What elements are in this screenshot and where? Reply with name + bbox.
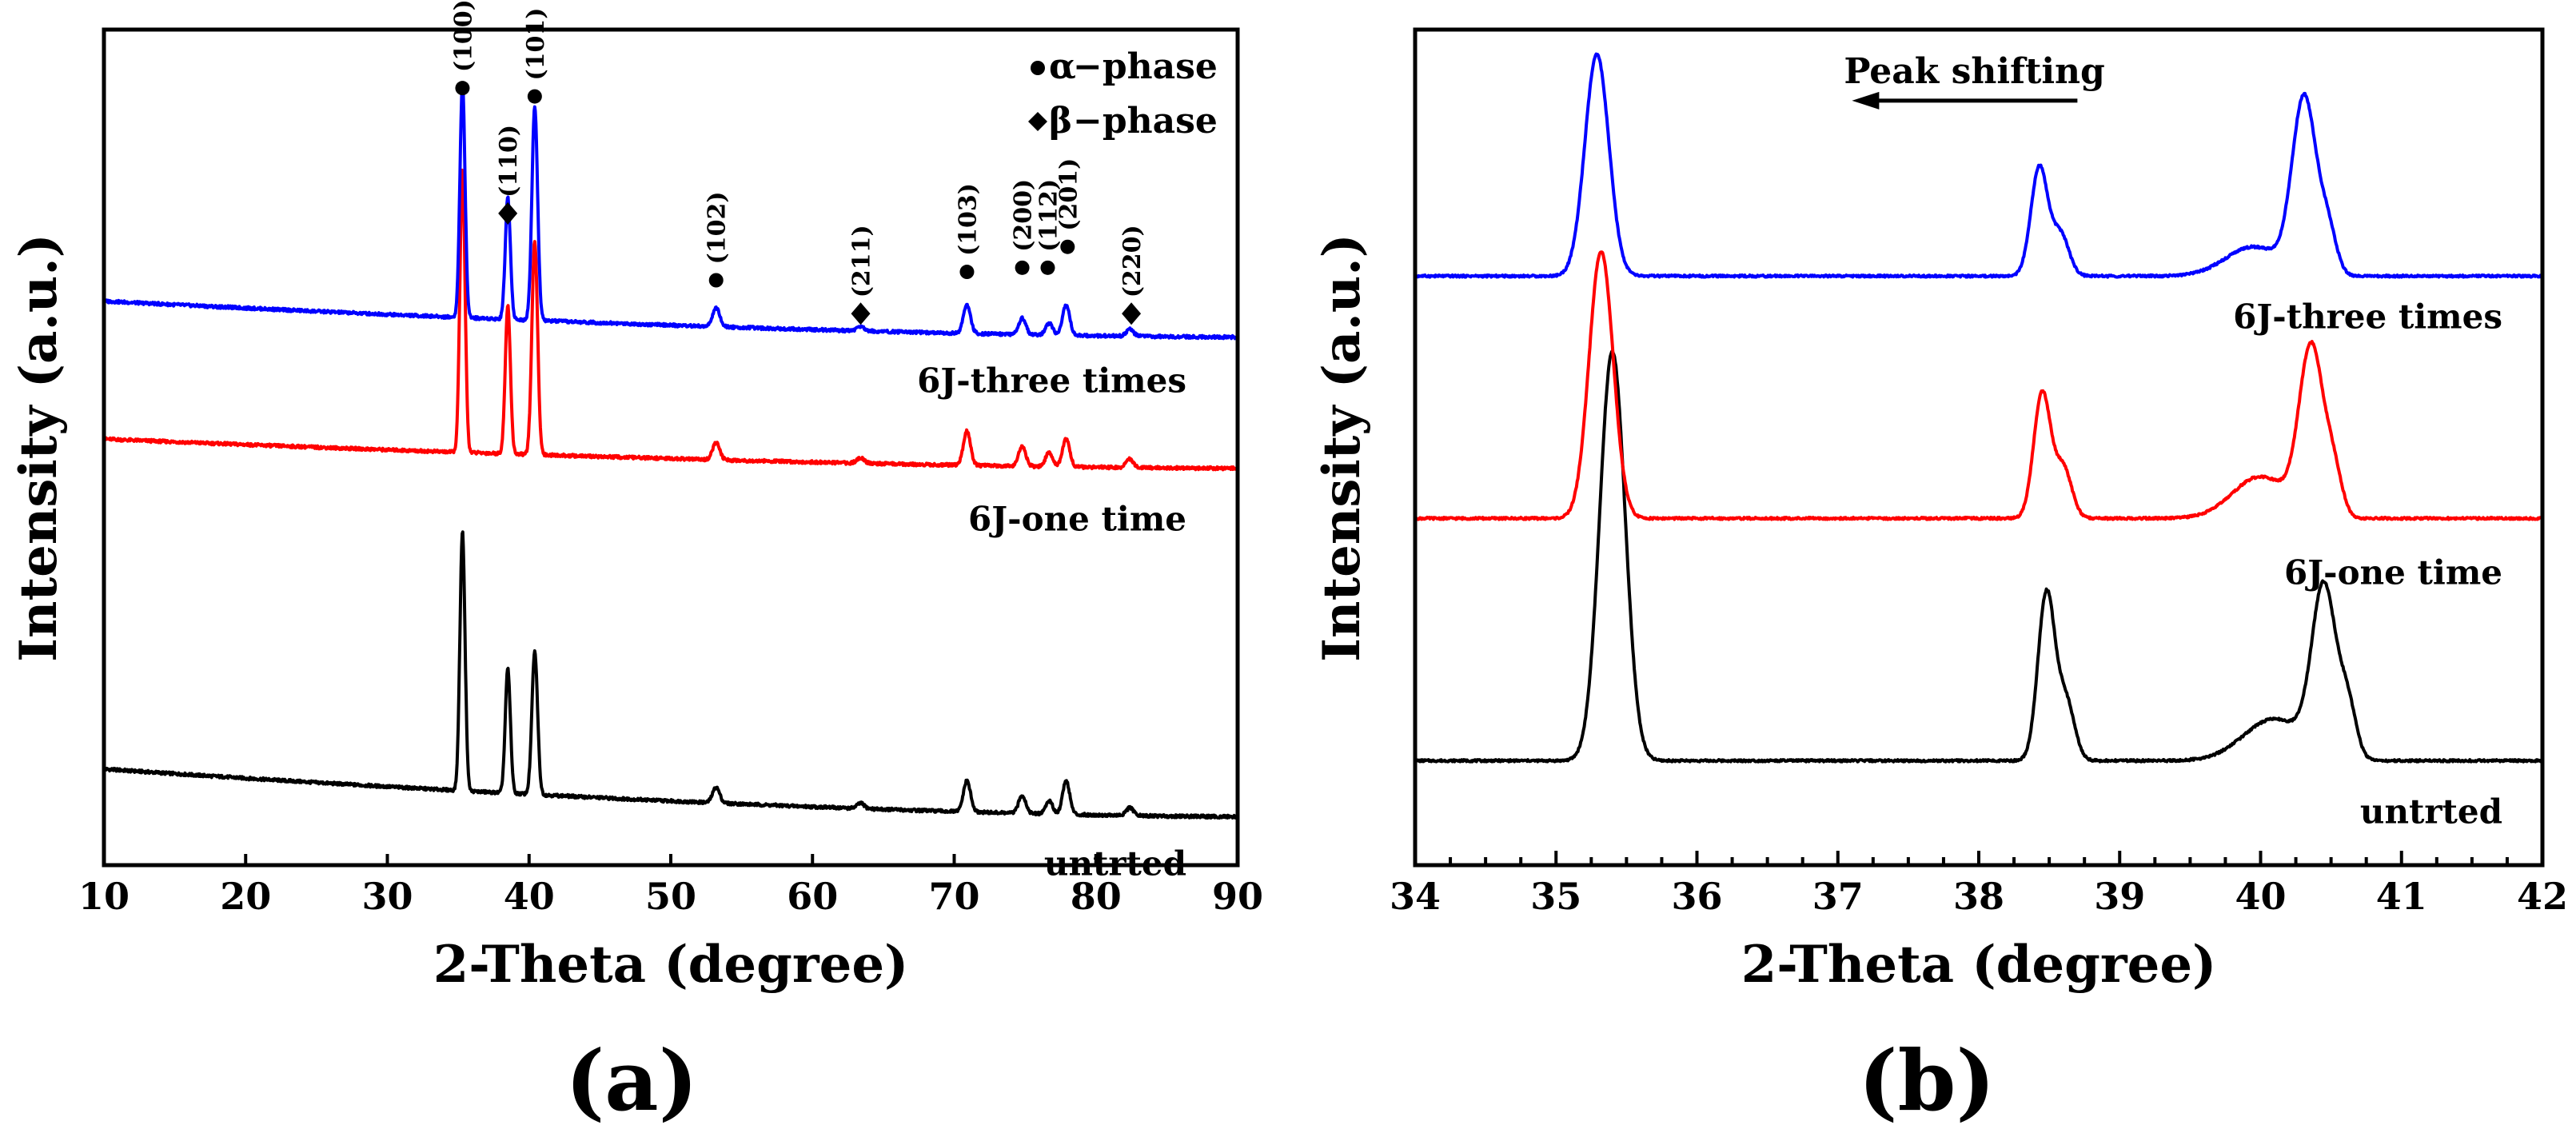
panel-a-series-6j-three-times	[102, 82, 1238, 341]
alpha-phase-marker	[455, 81, 470, 96]
plane-label-103: (103)	[954, 183, 982, 256]
alpha-phase-legend-symbol: α	[1049, 46, 1076, 87]
panel-b-x-tick-label: 42	[2517, 875, 2568, 918]
panel-a-x-tick-label: 10	[78, 875, 130, 918]
panel-b: 34 35 36 37 38 39 40 41 42 6J-three times 6J-one …	[1312, 27, 2568, 1130]
panel-a-series-untrted	[102, 530, 1238, 820]
panel-a-x-ticks: 10 20 30 40 50 60 70 80 90	[78, 854, 1263, 918]
panel-b-x-ticks: 34 35 36 37 38 39 40 41 42	[1390, 851, 2568, 918]
panel-b-x-tick-label: 36	[1671, 875, 1722, 918]
panel-a-x-tick-label: 30	[361, 875, 413, 918]
plane-label-220: (220)	[1119, 225, 1146, 297]
panel-a-x-tick-label: 20	[220, 875, 271, 918]
alpha-phase-marker	[1040, 260, 1055, 275]
panel-b-series-untrted	[1414, 349, 2544, 764]
panel-a-x-tick-label: 40	[504, 875, 555, 918]
panel-b-x-tick-label: 41	[2376, 875, 2427, 918]
panel-b-series-6j-one-time	[1414, 250, 2544, 521]
panel-b-series-6j-three-times	[1414, 52, 2544, 279]
panel-a-series-6j-one-time	[102, 168, 1239, 472]
panel-b-x-tick-label: 38	[1953, 875, 2004, 918]
beta-phase-marker	[1028, 112, 1047, 131]
panel-b-x-tick-label: 34	[1390, 875, 1441, 918]
panel-a-plot-frame	[102, 27, 1240, 868]
panel-a-label: (a)	[565, 1031, 698, 1130]
panel-b-y-axis-title: Intensity (a.u.)	[1312, 233, 1372, 662]
beta-phase-marker	[1122, 302, 1142, 325]
panel-b-x-tick-label: 35	[1530, 875, 1581, 918]
peak-shift-arrow-head	[1852, 91, 1880, 110]
panel-a-x-tick-label: 70	[928, 875, 979, 918]
panel-b-label: (b)	[1858, 1031, 1995, 1130]
alpha-phase-marker	[527, 89, 542, 104]
alpha-phase-marker	[1060, 239, 1075, 254]
panel-b-sample-label-6j-three-times: 6J-three times	[2233, 297, 2502, 336]
panel-a-sample-labels: 6J-three times 6J-one time untrted	[917, 361, 1186, 884]
alpha-phase-legend-text: −phase	[1073, 46, 1218, 87]
panel-a-x-axis-title: 2-Theta (degree)	[433, 935, 909, 995]
panel-a-series-group	[102, 82, 1239, 820]
panel-b-x-tick-label: 37	[1812, 875, 1864, 918]
beta-phase-legend-symbol: β	[1049, 101, 1072, 142]
panel-b-x-tick-label: 40	[2235, 875, 2286, 918]
panel-a-x-tick-label: 50	[645, 875, 696, 918]
panel-b-sample-labels: 6J-three times 6J-one time untrted	[2233, 297, 2502, 831]
panel-b-series-group	[1414, 52, 2544, 764]
panel-b-sample-label-6j-one-time: 6J-one time	[2284, 553, 2502, 592]
plane-label-102: (102)	[704, 191, 732, 264]
panel-a-plane-labels: (100) (110) (101) (102) (211) (103) (200)(112)…	[449, 0, 1146, 325]
plane-label-211: (211)	[848, 225, 876, 297]
peak-shift-annotation-text: Peak shifting	[1844, 51, 2104, 92]
plane-label-100: (100)	[449, 0, 477, 72]
panel-a-sample-label-6j-three-times: 6J-three times	[917, 361, 1186, 401]
panel-b-x-axis-title: 2-Theta (degree)	[1741, 935, 2217, 995]
beta-phase-legend-text: −phase	[1073, 101, 1218, 142]
plane-label-200: (200)	[1010, 179, 1038, 252]
panel-a-sample-label-6j-one-time: 6J-one time	[968, 500, 1186, 539]
panel-a-sample-label-untrted: untrted	[1044, 844, 1186, 883]
panel-a: 10 20 30 40 50 60 70 80 90 (100)(110)(101)(102)(…	[9, 0, 1263, 1130]
panel-a-y-axis-title: Intensity (a.u.)	[9, 233, 69, 662]
alpha-phase-marker	[708, 273, 724, 288]
panel-a-x-tick-label: 90	[1212, 875, 1263, 918]
panel-a-x-tick-label: 60	[787, 875, 838, 918]
plane-label-112: (112)	[1035, 179, 1063, 252]
panel-a-x-tick-label: 80	[1071, 875, 1122, 918]
alpha-phase-marker	[1015, 260, 1030, 275]
alpha-phase-marker	[1031, 61, 1045, 75]
peak-shift-annotation: Peak shifting	[1844, 51, 2105, 110]
beta-phase-marker	[498, 201, 518, 225]
beta-phase-marker	[851, 302, 871, 325]
panel-b-x-tick-label: 39	[2094, 875, 2145, 918]
plane-label-110: (110)	[495, 125, 523, 197]
panel-a-legend: α −phase β −phase	[1028, 46, 1218, 142]
panel-b-sample-label-untrted: untrted	[2360, 792, 2502, 831]
plane-label-201: (201)	[1055, 158, 1083, 231]
alpha-phase-marker	[959, 265, 975, 280]
plane-label-101: (101)	[522, 8, 550, 81]
